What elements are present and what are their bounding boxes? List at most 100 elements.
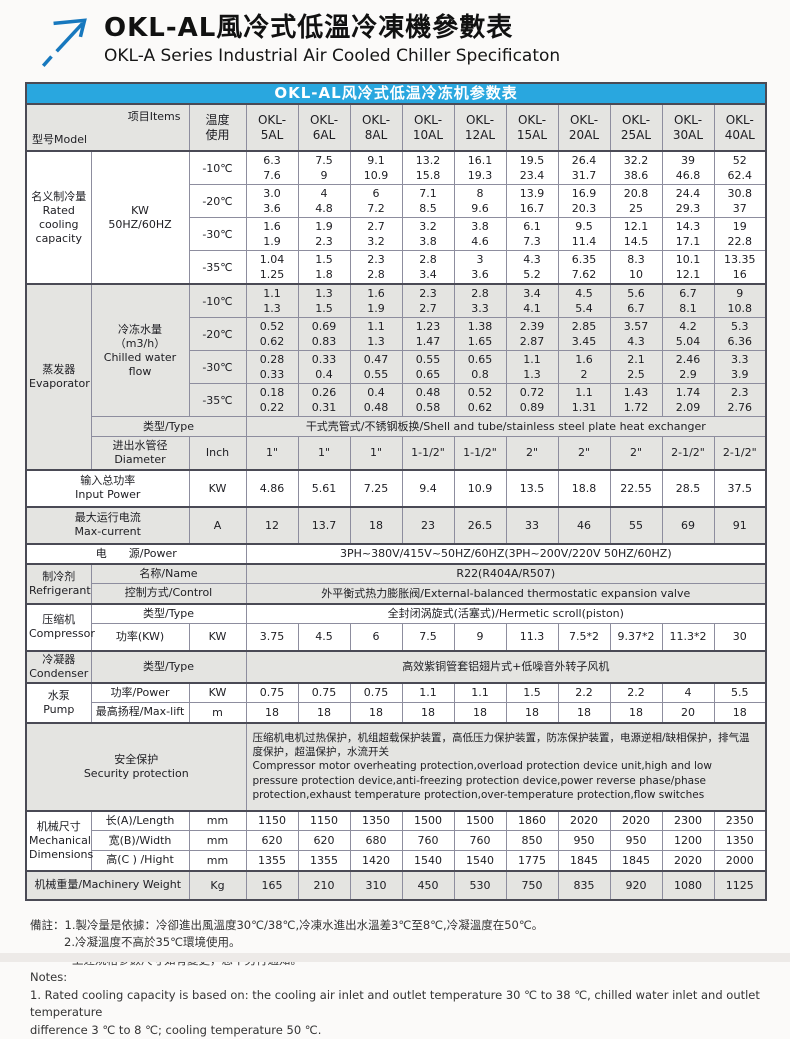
value-cell: 1.04 1.25: [246, 251, 298, 285]
value-cell: 950: [610, 831, 662, 851]
value-cell: 10.1 12.1: [662, 251, 714, 285]
value-cell: 37.5: [714, 470, 766, 507]
value-cell: 0.65 0.8: [454, 351, 506, 384]
compressor-type-row: 压缩机 Compressor 类型/Type 全封闭涡旋式(活塞式)/Herme…: [26, 604, 766, 624]
security-label: 安全保护 Security protection: [26, 723, 246, 811]
condenser-type-label: 类型/Type: [91, 651, 246, 683]
value-cell: 24.4 29.3: [662, 185, 714, 218]
value-cell: 7.5*2: [558, 624, 610, 651]
compressor-power-unit: KW: [189, 624, 246, 651]
value-cell: 4.5 5.4: [558, 284, 610, 318]
value-cell: 52 62.4: [714, 151, 766, 185]
value-cell: 9 10.8: [714, 284, 766, 318]
value-cell: 12.1 14.5: [610, 218, 662, 251]
value-cell: 28.5: [662, 470, 714, 507]
length-unit: mm: [189, 811, 246, 831]
value-cell: 2-1/2": [662, 437, 714, 470]
note-line: 2.冷凝溫度不高於35℃環境使用。: [30, 934, 790, 952]
value-cell: 1.1: [454, 683, 506, 703]
value-cell: 19 22.8: [714, 218, 766, 251]
temp-cell: -35℃: [189, 384, 246, 417]
value-cell: 1.38 1.65: [454, 318, 506, 351]
length-row: 机械尺寸 Mechanical Dimensions 长(A)/Length m…: [26, 811, 766, 831]
value-cell: 2": [558, 437, 610, 470]
value-cell: 1.1 1.3: [246, 284, 298, 318]
table-banner-row: OKL-AL风冷式低温冷冻机参数表: [26, 83, 766, 104]
value-cell: 1540: [402, 851, 454, 871]
model-header-cell: OKL- 15AL: [506, 104, 558, 151]
value-cell: 10.9: [454, 470, 506, 507]
value-cell: 9.37*2: [610, 624, 662, 651]
value-cell: 760: [402, 831, 454, 851]
value-cell: 26.4 31.7: [558, 151, 610, 185]
value-cell: 2020: [610, 811, 662, 831]
value-cell: 530: [454, 871, 506, 900]
value-cell: 91: [714, 507, 766, 544]
value-cell: 0.47 0.55: [350, 351, 402, 384]
pump-label: 水泵 Pump: [26, 683, 91, 723]
value-cell: 0.18 0.22: [246, 384, 298, 417]
value-cell: 2.46 2.9: [662, 351, 714, 384]
value-cell: 30.8 37: [714, 185, 766, 218]
value-cell: 1200: [662, 831, 714, 851]
temp-cell: -20℃: [189, 185, 246, 218]
evap-row-minus10: 蒸发器 Evaporator 冷冻水量（m3/h） Chilled water …: [26, 284, 766, 318]
value-cell: 7.5 9: [298, 151, 350, 185]
value-cell: 1150: [298, 811, 350, 831]
value-cell: 20: [662, 703, 714, 723]
value-cell: 5.5: [714, 683, 766, 703]
pump-lift-unit: m: [189, 703, 246, 723]
value-cell: 46: [558, 507, 610, 544]
value-cell: 7.25: [350, 470, 402, 507]
value-cell: 4.3 5.2: [506, 251, 558, 285]
value-cell: 450: [402, 871, 454, 900]
value-cell: 1": [350, 437, 402, 470]
temp-use-header: 温度 使用: [189, 104, 246, 151]
temp-cell: -30℃: [189, 218, 246, 251]
value-cell: 950: [558, 831, 610, 851]
evaporator-label: 蒸发器 Evaporator: [26, 284, 91, 470]
notes-block: 備註：1.製冷量是依據：冷卻進出風溫度30℃/38℃,冷凍水進出水溫差3℃至8℃…: [30, 917, 790, 1039]
diameter-row: 进出水管径 Diameter Inch 1"1"1"1-1/2"1-1/2"2"…: [26, 437, 766, 470]
value-cell: 6: [350, 624, 402, 651]
model-header-cell: OKL- 25AL: [610, 104, 662, 151]
value-cell: 1.6 2: [558, 351, 610, 384]
value-cell: 210: [298, 871, 350, 900]
weight-label: 机械重量/Machinery Weight: [26, 871, 189, 900]
model-header-cell: OKL- 8AL: [350, 104, 402, 151]
temp-cell: -20℃: [189, 318, 246, 351]
evap-type-row: 类型/Type 干式壳管式/不锈钢板换/Shell and tube/stain…: [26, 417, 766, 437]
value-cell: 11.3*2: [662, 624, 714, 651]
value-cell: 0.75: [298, 683, 350, 703]
value-cell: 5.61: [298, 470, 350, 507]
refrigerant-control-value: 外平衡式热力膨胀阀/External-balanced thermostatic…: [246, 584, 766, 604]
value-cell: 1.1: [402, 683, 454, 703]
value-cell: 0.52 0.62: [454, 384, 506, 417]
value-cell: 1.3 1.5: [298, 284, 350, 318]
value-cell: 6.7 8.1: [662, 284, 714, 318]
diameter-unit: Inch: [189, 437, 246, 470]
value-cell: 18: [246, 703, 298, 723]
value-cell: 1.5 1.8: [298, 251, 350, 285]
refrigerant-name-label: 名称/Name: [91, 564, 246, 584]
value-cell: 4 4.8: [298, 185, 350, 218]
value-cell: 2300: [662, 811, 714, 831]
compressor-type-value: 全封闭涡旋式(活塞式)/Hermetic scroll(piston): [246, 604, 766, 624]
refrigerant-name-row: 制冷剂 Refrigerant 名称/Name R22(R404A/R507): [26, 564, 766, 584]
value-cell: 680: [350, 831, 402, 851]
temp-cell: -10℃: [189, 151, 246, 185]
value-cell: 1500: [402, 811, 454, 831]
value-cell: 620: [298, 831, 350, 851]
value-cell: 3.2 3.8: [402, 218, 454, 251]
pump-power-unit: KW: [189, 683, 246, 703]
value-cell: 2350: [714, 811, 766, 831]
value-cell: 12: [246, 507, 298, 544]
height-label: 高(C ) /Hight: [91, 851, 189, 871]
model-header-cell: OKL- 30AL: [662, 104, 714, 151]
value-cell: 39 46.8: [662, 151, 714, 185]
value-cell: 7.1 8.5: [402, 185, 454, 218]
